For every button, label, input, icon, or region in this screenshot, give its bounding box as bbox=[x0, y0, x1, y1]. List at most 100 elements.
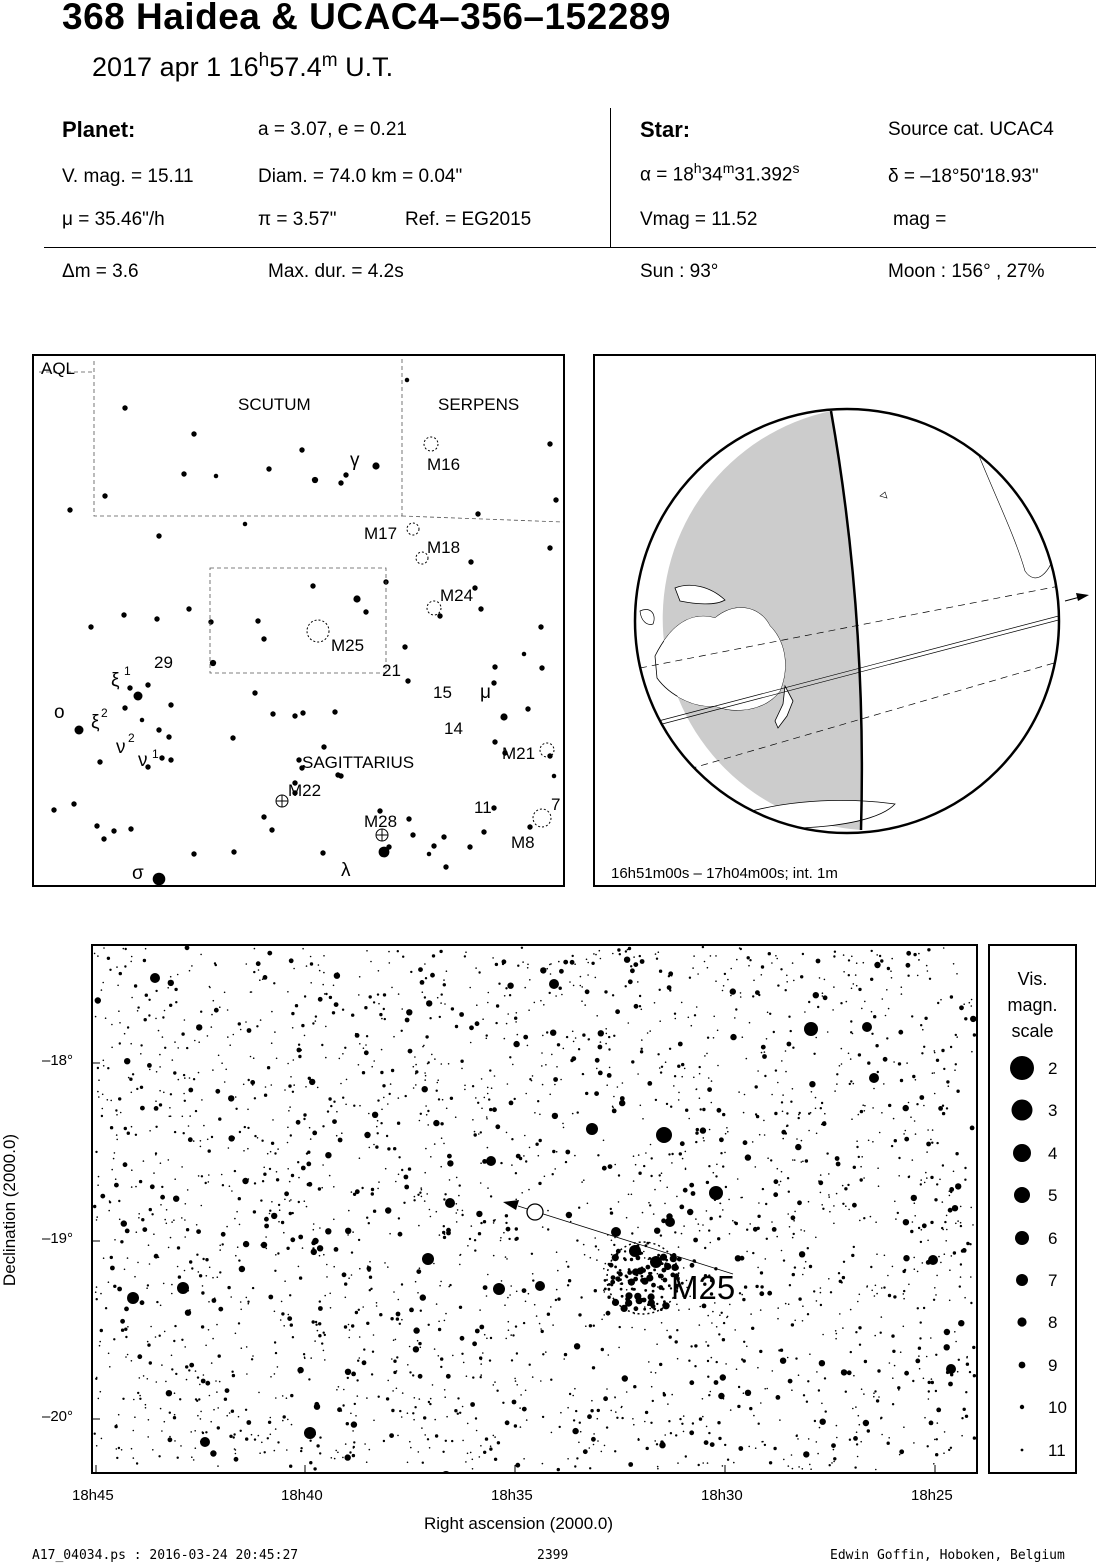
field-star bbox=[475, 1097, 477, 1099]
field-star bbox=[176, 1246, 181, 1250]
label-xi1-index: 1 bbox=[124, 664, 131, 678]
field-star bbox=[914, 1133, 917, 1135]
field-star bbox=[708, 1165, 711, 1168]
field-star bbox=[831, 1443, 836, 1448]
time-suffix: U.T. bbox=[337, 52, 394, 82]
field-star bbox=[833, 1222, 835, 1225]
field-star bbox=[429, 1397, 432, 1400]
field-star bbox=[529, 979, 531, 981]
cluster-star bbox=[627, 1270, 633, 1275]
field-star bbox=[552, 1324, 554, 1326]
field-star bbox=[117, 1446, 121, 1450]
field-star bbox=[440, 993, 443, 996]
field-star bbox=[461, 1352, 464, 1355]
bright-star bbox=[535, 1281, 545, 1291]
field-star bbox=[578, 1313, 582, 1317]
field-star bbox=[212, 999, 215, 1002]
field-star bbox=[619, 1099, 626, 1107]
field-star bbox=[521, 1192, 523, 1194]
field-star bbox=[681, 1157, 684, 1160]
field-star bbox=[627, 946, 632, 951]
field-star bbox=[695, 1131, 699, 1135]
field-star bbox=[853, 1436, 858, 1441]
field-star bbox=[604, 1262, 607, 1265]
field-star bbox=[785, 1070, 787, 1073]
field-star bbox=[972, 1436, 976, 1440]
field-star bbox=[249, 991, 252, 993]
field-star bbox=[935, 1058, 940, 1062]
cluster-star bbox=[675, 1277, 679, 1280]
field-star bbox=[611, 994, 615, 997]
field-star bbox=[263, 1166, 265, 1169]
field-star bbox=[469, 1451, 472, 1454]
field-star bbox=[336, 1389, 338, 1391]
field-star bbox=[172, 1416, 177, 1420]
field-star bbox=[133, 1398, 135, 1401]
field-star bbox=[810, 1091, 813, 1093]
field-star bbox=[366, 1397, 368, 1399]
field-star bbox=[863, 1217, 866, 1220]
field-star bbox=[208, 1301, 210, 1303]
field-star bbox=[263, 1172, 267, 1176]
field-star bbox=[465, 1461, 467, 1463]
field-star bbox=[474, 1328, 480, 1334]
field-star bbox=[325, 1228, 332, 1235]
field-star bbox=[841, 1275, 846, 1280]
constellation-star bbox=[492, 664, 498, 670]
field-star bbox=[565, 1260, 568, 1263]
field-star bbox=[834, 1090, 836, 1092]
field-star bbox=[483, 1096, 486, 1099]
field-star bbox=[632, 1180, 635, 1182]
field-star bbox=[916, 974, 919, 977]
field-star bbox=[419, 980, 425, 985]
field-star bbox=[770, 1159, 773, 1162]
field-star bbox=[806, 1313, 810, 1316]
field-star bbox=[378, 1181, 380, 1183]
field-star bbox=[204, 1181, 207, 1185]
field-star bbox=[765, 1038, 768, 1040]
field-star bbox=[337, 1386, 340, 1388]
field-star bbox=[309, 1461, 313, 1465]
field-star bbox=[860, 1165, 862, 1168]
field-star bbox=[822, 1207, 825, 1210]
field-star bbox=[173, 1392, 176, 1394]
cluster-star bbox=[611, 1298, 620, 1306]
field-star bbox=[211, 1013, 213, 1016]
field-star bbox=[95, 1298, 98, 1301]
field-star bbox=[855, 1331, 858, 1334]
bright-star bbox=[862, 1022, 872, 1032]
field-star bbox=[899, 1449, 905, 1455]
field-star bbox=[970, 1276, 972, 1278]
field-star bbox=[755, 1114, 760, 1119]
constellation-star bbox=[468, 559, 474, 565]
field-star bbox=[842, 954, 845, 956]
field-star bbox=[556, 1043, 561, 1047]
field-star bbox=[615, 1009, 620, 1015]
field-star bbox=[155, 1071, 158, 1073]
field-star bbox=[169, 1093, 173, 1096]
field-star bbox=[260, 1241, 268, 1249]
cluster-star bbox=[653, 1268, 656, 1272]
field-star bbox=[510, 1334, 512, 1336]
field-star bbox=[424, 1079, 427, 1081]
field-star bbox=[314, 1401, 320, 1407]
field-star bbox=[709, 1278, 714, 1283]
field-star bbox=[424, 1074, 427, 1077]
field-star bbox=[966, 1355, 968, 1358]
field-star bbox=[528, 1363, 531, 1366]
field-star bbox=[260, 1199, 263, 1202]
field-star bbox=[633, 956, 635, 958]
field-star bbox=[367, 1268, 371, 1272]
islet bbox=[879, 491, 888, 499]
field-star bbox=[343, 1388, 345, 1391]
field-star bbox=[876, 1292, 878, 1295]
field-star bbox=[382, 1084, 386, 1088]
field-star bbox=[268, 1294, 274, 1300]
magnitude-legend: Vis. magn. scale 2 3 4 5 6 7 8 9 10 11 bbox=[988, 944, 1077, 1474]
field-star bbox=[879, 1331, 882, 1334]
field-star bbox=[880, 1287, 883, 1289]
constellation-star bbox=[299, 765, 305, 771]
field-star bbox=[718, 1215, 722, 1218]
field-star bbox=[426, 1062, 429, 1065]
field-star bbox=[298, 1054, 302, 1059]
